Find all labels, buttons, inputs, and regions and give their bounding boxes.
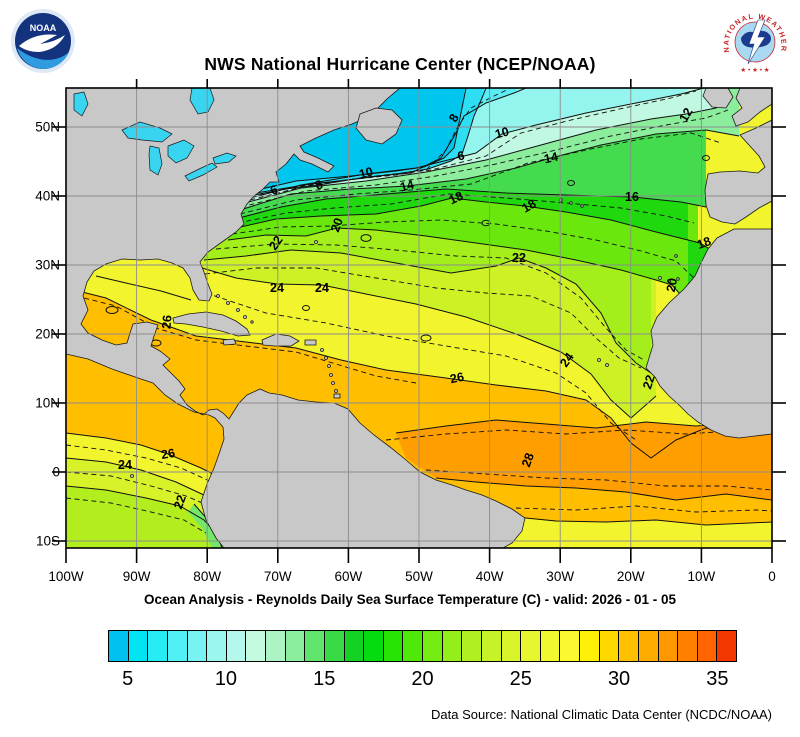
colorbar-segment-12 — [266, 631, 286, 661]
colorbar-tick-10: 10 — [214, 668, 238, 690]
x-axis-label-50W: 50W — [405, 569, 433, 584]
colorbar-tick-15: 15 — [313, 668, 336, 690]
colorbar-segment-19 — [403, 631, 423, 661]
colorbar-segment-16 — [344, 631, 365, 661]
colorbar-segment-17 — [364, 631, 384, 661]
colorbar-segment-11 — [246, 631, 266, 661]
temperature-colorbar — [108, 630, 737, 662]
colorbar-segment-9 — [207, 631, 227, 661]
colorbar-segment-14 — [305, 631, 325, 661]
colorbar-segment-21 — [442, 631, 463, 661]
y-axis-label-10S: 10S — [35, 533, 60, 549]
colorbar-segment-4 — [109, 631, 129, 661]
colorbar-segment-22 — [462, 631, 482, 661]
x-axis-label-20W: 20W — [616, 569, 645, 584]
contour-label-22: 22 — [512, 251, 526, 265]
y-axis-label-50N: 50N — [35, 119, 60, 135]
colorbar-segment-5 — [128, 631, 149, 661]
small-islands — [130, 198, 680, 478]
landmass-newfoundland — [355, 107, 403, 145]
contour-label-24: 24 — [118, 458, 132, 472]
x-axis-label-80W: 80W — [193, 569, 222, 584]
contour-label-24: 24 — [270, 281, 284, 295]
lake-michigan — [148, 145, 163, 176]
noaa-seagull-icon — [19, 34, 65, 52]
colorbar-segment-31 — [638, 631, 659, 661]
x-axis-label-70W: 70W — [263, 569, 292, 584]
data-source-credit: Data Source: National Climatic Data Cent… — [431, 707, 772, 722]
landmass-ireland — [702, 88, 734, 109]
colorbar-segment-10 — [226, 631, 247, 661]
contour-label-14: 14 — [542, 149, 560, 167]
y-axis-label-10N: 10N — [35, 395, 60, 411]
lake-winnipeg — [73, 91, 89, 117]
colorbar-segment-23 — [481, 631, 502, 661]
colorbar-tick-5: 5 — [122, 668, 134, 690]
noaa-logo-sea — [17, 48, 69, 70]
contour-label-26: 26 — [159, 445, 177, 463]
lake-erie — [184, 162, 218, 182]
x-axis-label-100W: 100W — [48, 569, 84, 584]
landmass-cuba — [172, 311, 251, 337]
colorbar-tick-30: 30 — [607, 668, 631, 690]
colorbar-segment-28 — [580, 631, 600, 661]
x-axis-label-0: 0 — [768, 569, 776, 584]
x-axis-label-60W: 60W — [334, 569, 363, 584]
landmass-puerto-rico — [304, 339, 317, 346]
contour-label-16: 16 — [625, 190, 639, 204]
nws-stars: ★ • ★ • ★ — [740, 67, 769, 74]
colorbar-segment-35 — [717, 631, 736, 661]
nws-logo: NATIONAL WEATHER SERVICE ★ • ★ • ★ — [720, 6, 788, 75]
colorbar-segment-13 — [285, 631, 306, 661]
y-axis-label-20N: 20N — [35, 326, 60, 342]
colorbar-segment-32 — [658, 631, 679, 661]
colorbar-segment-25 — [521, 631, 541, 661]
page-title: NWS National Hurricane Center (NCEP/NOAA… — [204, 54, 596, 74]
x-axis-label-40W: 40W — [475, 569, 504, 584]
contour-label-20: 20 — [663, 276, 681, 294]
lake-ontario — [212, 152, 237, 165]
axis-ticks — [52, 79, 786, 563]
colorbar-segment-7 — [167, 631, 188, 661]
colorbar-segment-30 — [619, 631, 639, 661]
colorbar-segment-34 — [697, 631, 718, 661]
james-bay — [189, 88, 215, 115]
colorbar-segment-27 — [560, 631, 580, 661]
colorbar-segment-18 — [383, 631, 404, 661]
colorbar-segment-20 — [423, 631, 443, 661]
colorbar-segment-29 — [599, 631, 620, 661]
colorbar-segment-33 — [678, 631, 698, 661]
lake-huron — [167, 139, 195, 164]
colorbar-segment-24 — [501, 631, 522, 661]
contour-label-26: 26 — [448, 369, 466, 387]
analysis-subtitle: Ocean Analysis - Reynolds Daily Sea Surf… — [144, 592, 676, 607]
nws-lightning-icon — [747, 19, 766, 65]
colorbar-tick-20: 20 — [411, 668, 434, 690]
map-frame — [52, 79, 786, 563]
x-axis-label-30W: 30W — [546, 569, 575, 584]
x-axis-label-90W: 90W — [122, 569, 151, 584]
sst-map — [52, 79, 786, 563]
noaa-logo-text: NOAA — [30, 23, 57, 33]
colorbar-segment-8 — [187, 631, 208, 661]
colorbar-tick-25: 25 — [509, 668, 532, 690]
landmass-britain — [731, 88, 772, 127]
colorbar-tick-35: 35 — [706, 668, 729, 690]
colorbar-segment-15 — [324, 631, 345, 661]
contour-label-24: 24 — [315, 281, 329, 295]
y-axis-label-30N: 30N — [35, 257, 60, 273]
x-axis-label-10W: 10W — [687, 569, 716, 584]
noaa-logo: NOAA — [11, 9, 75, 73]
y-axis-label-0: 0 — [52, 464, 60, 480]
colorbar-segment-26 — [540, 631, 561, 661]
landmass-americas — [66, 88, 772, 548]
y-axis-label-40N: 40N — [35, 188, 60, 204]
map-graphics — [66, 88, 772, 548]
landmass-iberia-france — [704, 119, 772, 225]
contour-label-26: 26 — [159, 314, 175, 330]
landmass-jamaica — [222, 338, 237, 346]
graticule — [66, 88, 772, 548]
colorbar-segment-6 — [148, 631, 168, 661]
